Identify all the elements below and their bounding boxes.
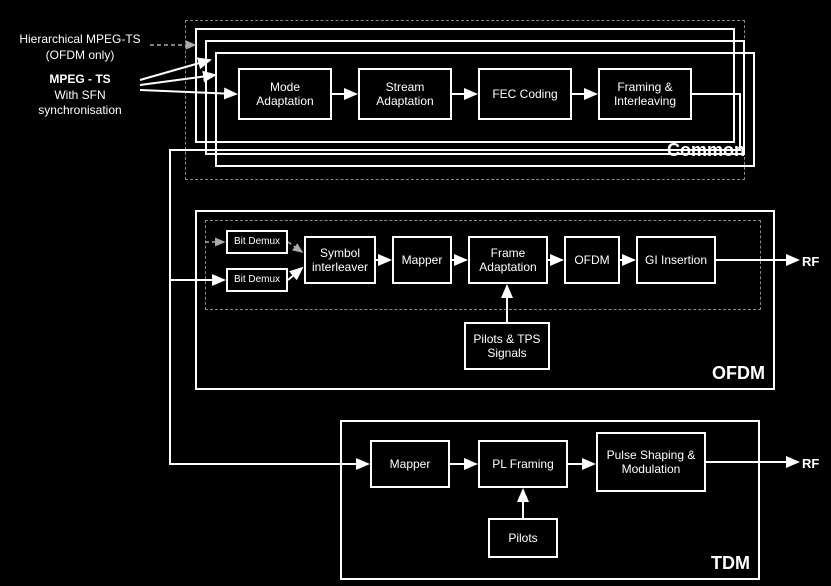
txt-framing: Framing & Interleaving xyxy=(602,80,688,109)
block-fec-coding: FEC Coding xyxy=(478,68,572,120)
block-symbol-interleaver: Symbol interleaver xyxy=(304,236,376,284)
block-bit-demux-1: Bit Demux xyxy=(226,230,288,254)
txt-sfn-2: synchronisation xyxy=(38,103,121,117)
tdm-label: TDM xyxy=(711,553,750,574)
block-pulse-shaping: Pulse Shaping & Modulation xyxy=(596,432,706,492)
txt-sfn-1: With SFN xyxy=(54,88,105,102)
block-tdm-pilots: Pilots xyxy=(488,518,558,558)
txt-pilots-tps: Pilots & TPS Signals xyxy=(468,332,546,361)
block-framing-interleaving: Framing & Interleaving xyxy=(598,68,692,120)
block-gi-insertion: GI Insertion xyxy=(636,236,716,284)
txt-hier-2: (OFDM only) xyxy=(46,48,115,62)
txt-mpeg: MPEG - TS xyxy=(49,72,110,86)
txt-tdm-map: Mapper xyxy=(390,457,431,471)
block-ofdm: OFDM xyxy=(564,236,620,284)
txt-ps: Pulse Shaping & Modulation xyxy=(600,448,702,477)
txt-tdm-pilots: Pilots xyxy=(508,531,537,545)
block-bit-demux-2: Bit Demux xyxy=(226,268,288,292)
input-hier-mpegts: Hierarchical MPEG-TS (OFDM only) xyxy=(10,32,150,63)
ofdm-rf-label: RF xyxy=(802,254,819,269)
block-ofdm-mapper: Mapper xyxy=(392,236,452,284)
common-label: Common xyxy=(667,140,745,161)
block-pl-framing: PL Framing xyxy=(478,440,568,488)
block-mode-adaptation: Mode Adaptation xyxy=(238,68,332,120)
txt-fec: FEC Coding xyxy=(492,87,557,101)
block-pilots-tps: Pilots & TPS Signals xyxy=(464,322,550,370)
txt-hier-1: Hierarchical MPEG-TS xyxy=(19,32,140,46)
block-frame-adaptation: Frame Adaptation xyxy=(468,236,548,284)
txt-bd1: Bit Demux xyxy=(234,236,280,248)
txt-fa: Frame Adaptation xyxy=(472,246,544,275)
txt-stream: Stream Adaptation xyxy=(362,80,448,109)
txt-pl: PL Framing xyxy=(492,457,554,471)
txt-si: Symbol interleaver xyxy=(308,246,372,275)
txt-ofdm: OFDM xyxy=(574,253,609,267)
txt-mode: Mode Adaptation xyxy=(242,80,328,109)
input-mpegts: MPEG - TS With SFN synchronisation xyxy=(10,72,150,119)
txt-ofdm-map: Mapper xyxy=(402,253,443,267)
txt-bd2: Bit Demux xyxy=(234,274,280,286)
block-tdm-mapper: Mapper xyxy=(370,440,450,488)
txt-gi: GI Insertion xyxy=(645,253,707,267)
tdm-rf-label: RF xyxy=(802,456,819,471)
ofdm-label: OFDM xyxy=(712,363,765,384)
block-stream-adaptation: Stream Adaptation xyxy=(358,68,452,120)
